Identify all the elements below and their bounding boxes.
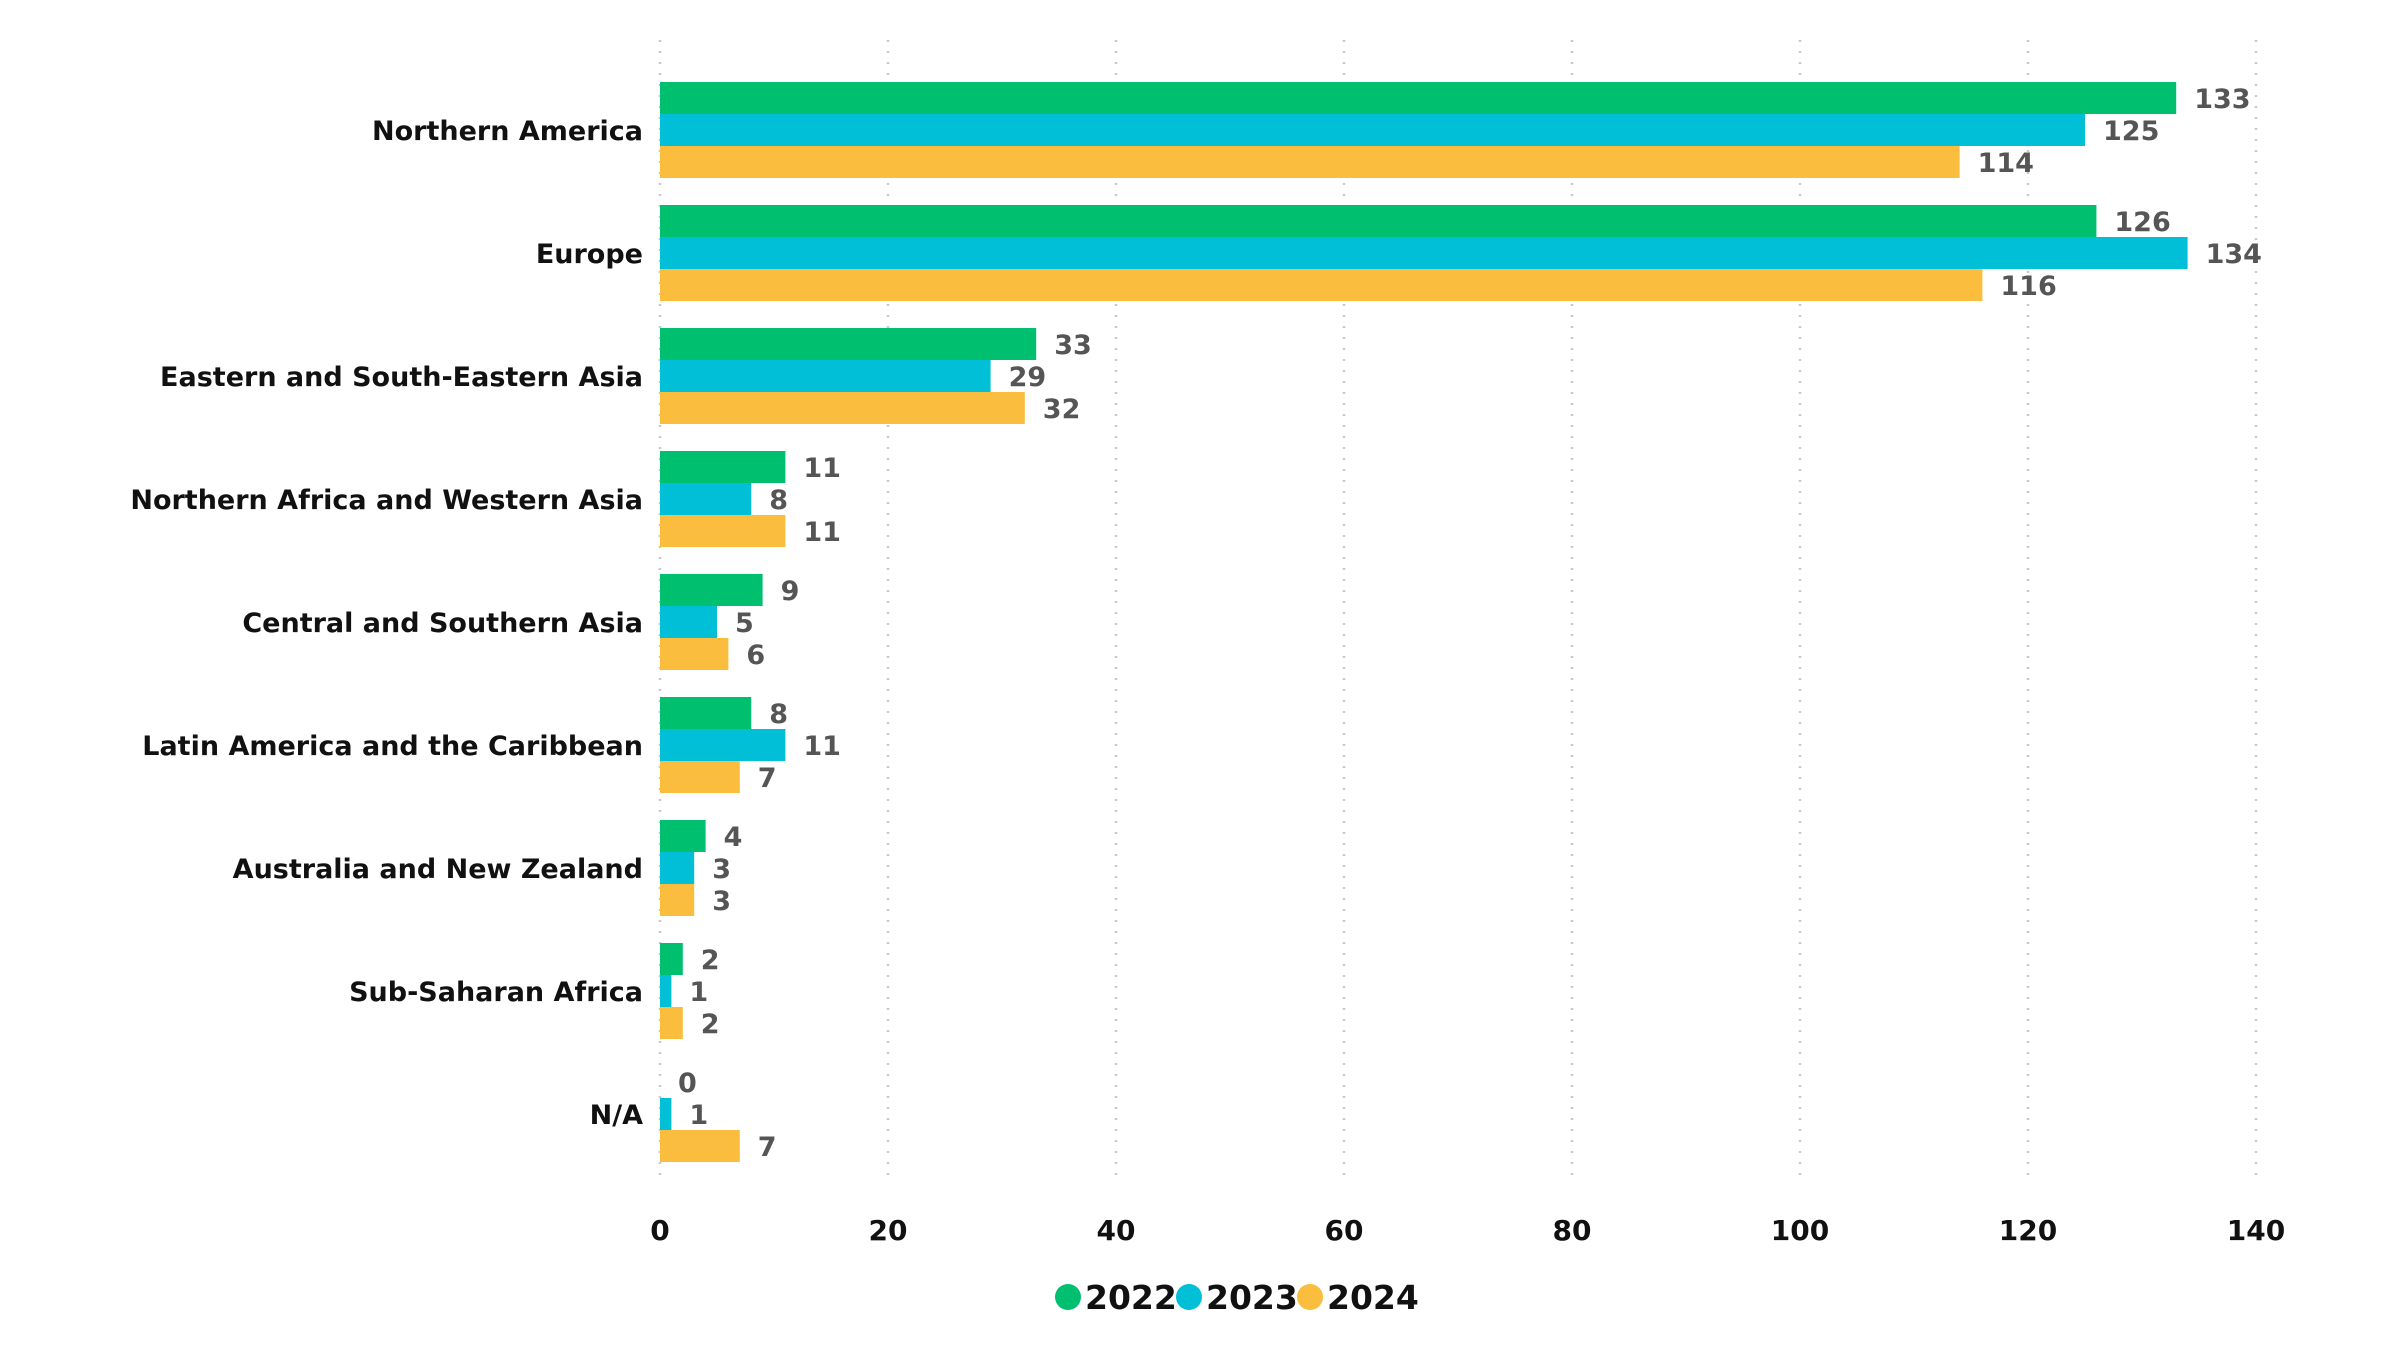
x-tick-label: 0: [650, 1214, 669, 1247]
data-label: 8: [769, 485, 788, 516]
data-label: 7: [758, 1132, 777, 1163]
bar-2023: [660, 483, 752, 515]
bar-2022: [660, 82, 2177, 114]
bar-2023: [660, 1098, 672, 1130]
category-label: Sub-Saharan Africa: [349, 977, 643, 1008]
category-labels: Northern America Europe Eastern and South-…: [130, 116, 643, 1131]
legend-label: 2024: [1327, 1278, 1419, 1317]
data-label: 8: [769, 699, 788, 730]
bar-2023: [660, 975, 672, 1007]
data-label: 0: [678, 1068, 697, 1099]
x-tick-label: 120: [1999, 1214, 2057, 1247]
data-label: 2: [701, 1009, 720, 1040]
data-label: 2: [701, 945, 720, 976]
data-label: 3: [712, 854, 731, 885]
bar-2024: [660, 515, 786, 547]
bar-2022: [660, 205, 2097, 237]
category-label: Latin America and the Caribbean: [142, 731, 643, 762]
category-label: N/A: [590, 1100, 643, 1131]
category-label: Northern Africa and Western Asia: [130, 485, 643, 516]
legend-marker-2022: [1055, 1284, 1081, 1310]
bar-2024: [660, 269, 1983, 301]
x-tick-label: 80: [1553, 1214, 1592, 1247]
category-label: Central and Southern Asia: [242, 608, 643, 639]
data-label: 33: [1054, 330, 1092, 361]
x-tick-label: 60: [1325, 1214, 1364, 1247]
bar-2024: [660, 1007, 683, 1039]
bar-2023: [660, 729, 786, 761]
bar-2022: [660, 943, 683, 975]
legend-label: 2022: [1085, 1278, 1177, 1317]
data-label: 125: [2103, 116, 2159, 147]
legend: 2022 2023 2024: [1055, 1278, 1419, 1317]
data-label: 116: [2000, 271, 2056, 302]
legend-marker-2023: [1176, 1284, 1202, 1310]
bar-2024: [660, 1130, 740, 1162]
bar-2023: [660, 606, 717, 638]
bar-2023: [660, 852, 695, 884]
bar-2022: [660, 451, 786, 483]
data-label: 11: [803, 517, 841, 548]
category-label: Australia and New Zealand: [233, 854, 643, 885]
x-axis-ticks: 0 20 40 60 80 100 120 140: [650, 1214, 2285, 1247]
bar-2023: [660, 237, 2188, 269]
x-tick-label: 100: [1771, 1214, 1829, 1247]
bar-2024: [660, 392, 1025, 424]
category-label: Europe: [536, 239, 643, 270]
category-label: Eastern and South-Eastern Asia: [160, 362, 643, 393]
data-label: 4: [724, 822, 743, 853]
data-label: 9: [781, 576, 800, 607]
data-label: 1: [689, 977, 708, 1008]
legend-label: 2023: [1206, 1278, 1298, 1317]
bar-2022: [660, 820, 706, 852]
data-label: 126: [2114, 207, 2170, 238]
bar-2024: [660, 761, 740, 793]
x-tick-label: 20: [869, 1214, 908, 1247]
data-label: 11: [803, 453, 841, 484]
x-tick-label: 40: [1097, 1214, 1136, 1247]
data-label: 134: [2206, 239, 2262, 270]
bar-2024: [660, 884, 695, 916]
category-label: Northern America: [372, 116, 643, 147]
data-label: 11: [803, 731, 841, 762]
bar-2023: [660, 360, 991, 392]
data-label: 6: [746, 640, 765, 671]
data-label: 29: [1009, 362, 1047, 393]
data-label: 133: [2194, 84, 2250, 115]
bar-2024: [660, 146, 1960, 178]
data-label: 3: [712, 886, 731, 917]
bar-2023: [660, 114, 2085, 146]
x-tick-label: 140: [2227, 1214, 2285, 1247]
bar-2024: [660, 638, 729, 670]
data-label: 7: [758, 763, 777, 794]
data-label: 5: [735, 608, 754, 639]
bars: 1331251141261341163329321181195681174332…: [660, 82, 2262, 1163]
data-label: 32: [1043, 394, 1081, 425]
bar-2022: [660, 574, 763, 606]
data-label: 114: [1978, 148, 2034, 179]
data-label: 1: [689, 1100, 708, 1131]
legend-marker-2024: [1297, 1284, 1323, 1310]
bar-2022: [660, 328, 1037, 360]
bar-2022: [660, 697, 752, 729]
